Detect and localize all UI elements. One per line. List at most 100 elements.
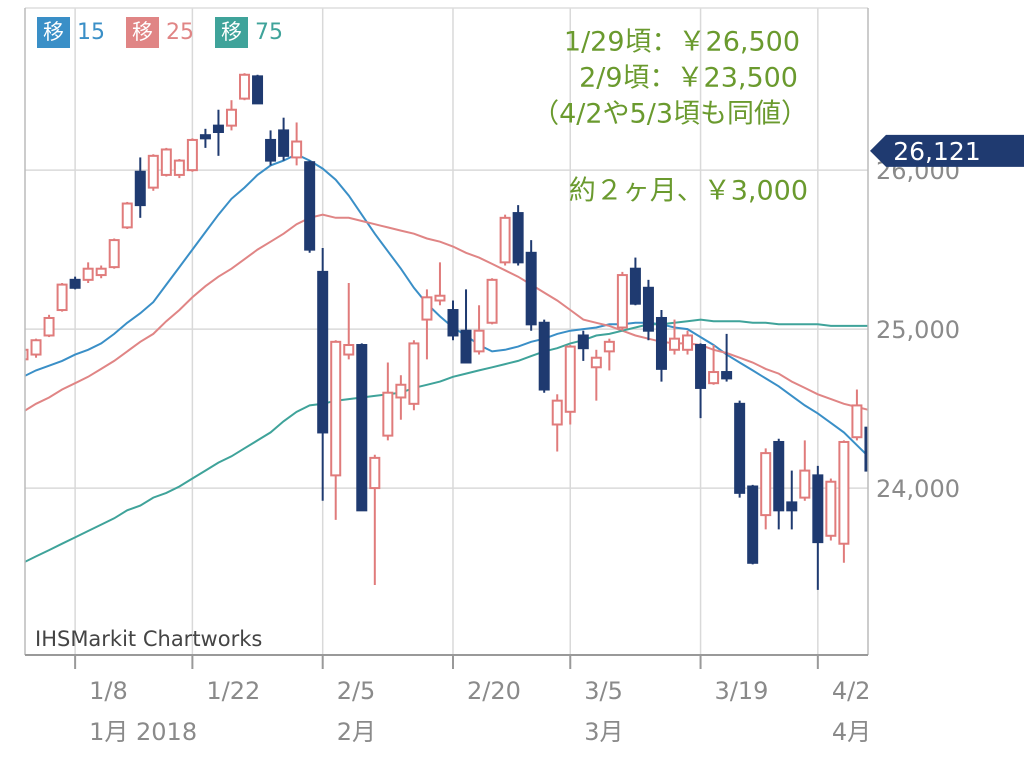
x-tick-label: 1/8: [89, 677, 128, 705]
candle-body: [812, 474, 824, 544]
candle-body: [291, 140, 303, 159]
candle-body: [395, 383, 407, 399]
candle-body: [577, 334, 589, 350]
legend: 移 15 移 25 移 75: [37, 17, 283, 48]
x-tick-label: 2/20: [467, 677, 521, 705]
candle-body: [95, 267, 107, 277]
candle-body: [199, 134, 211, 140]
candle-body: [317, 270, 329, 434]
candle-body: [525, 251, 537, 326]
watermark: IHSMarkit Chartworks: [35, 627, 262, 651]
candle-body: [642, 286, 654, 332]
candle-body: [408, 342, 420, 405]
legend-period: 15: [77, 20, 105, 45]
x-tick-label: 1/22: [206, 677, 260, 705]
month-label: 4月: [832, 718, 871, 746]
candle-body: [25, 348, 29, 361]
candle-body: [564, 345, 576, 413]
candle-body: [278, 129, 290, 157]
x-tick-label: 3/19: [715, 677, 769, 705]
candle-body: [838, 440, 850, 545]
moving-average-line: [25, 153, 868, 458]
y-tick-label: 25,000: [876, 316, 960, 344]
moving-average-line: [25, 318, 868, 563]
plot-area: [25, 73, 868, 590]
candle-body: [655, 316, 667, 370]
candle-body: [760, 452, 772, 517]
annotation: 2/9頃：￥23,500: [579, 63, 798, 94]
month-label: 2月: [337, 718, 376, 746]
candle-body: [134, 170, 146, 207]
candle-body: [265, 138, 277, 162]
candle-body: [382, 391, 394, 437]
candle-body: [239, 73, 251, 100]
candle-body: [629, 267, 641, 305]
candle-body: [721, 371, 733, 380]
candle-body: [773, 440, 785, 512]
annotation: 約２ヶ月、￥3,000: [569, 176, 808, 207]
legend-period: 25: [166, 20, 194, 45]
candle-body: [851, 404, 863, 439]
candle-body: [434, 294, 446, 302]
candle-body: [108, 239, 120, 269]
candle-body: [551, 399, 563, 426]
candle-body: [460, 329, 472, 364]
candle-body: [682, 334, 694, 351]
candle-body: [343, 344, 355, 356]
candle-body: [82, 267, 94, 281]
candle-body: [252, 75, 264, 105]
legend-name: 移: [132, 20, 153, 44]
candle-body: [590, 356, 602, 369]
annotation: 1/29頃：￥26,500: [564, 27, 800, 58]
x-tick-label: 3/5: [584, 677, 623, 705]
candle-body: [121, 202, 133, 229]
candle-body: [304, 161, 316, 251]
candle-body: [799, 469, 811, 499]
candle-body: [69, 278, 81, 289]
candle-body: [499, 216, 511, 264]
moving-average-line: [25, 213, 868, 412]
candle-body: [369, 456, 381, 490]
annotation: （4/2や5/3頃も同値）: [532, 99, 808, 130]
candle-body: [734, 402, 746, 494]
candle-body: [616, 274, 628, 329]
candle-body: [225, 108, 237, 127]
candle-body: [512, 212, 524, 264]
candle-body: [147, 154, 159, 189]
candle-body: [56, 283, 68, 312]
candle-body: [43, 316, 55, 337]
month-label: 1月 2018: [89, 718, 197, 746]
candle-body: [173, 159, 185, 176]
month-label: 3月: [584, 718, 623, 746]
x-tick-label: 2/5: [337, 677, 376, 705]
candle-body: [669, 337, 680, 351]
candle-body: [786, 501, 798, 512]
candle-body: [747, 485, 759, 564]
candle-body: [864, 426, 868, 472]
candle-body: [186, 138, 198, 172]
candle-body: [486, 278, 498, 324]
candle-body: [30, 339, 42, 356]
candle-body: [212, 124, 224, 133]
candle-body: [356, 344, 368, 512]
candle-body: [447, 309, 459, 337]
price-tag: [870, 134, 1024, 167]
legend-swatch: [215, 17, 248, 48]
candle-body: [160, 148, 172, 176]
legend-period: 75: [255, 20, 283, 45]
candle-body: [473, 329, 485, 353]
y-tick-label: 24,000: [876, 475, 960, 503]
candle-body: [330, 340, 342, 477]
legend-name: 移: [221, 20, 242, 44]
x-tick-label: 4/2: [832, 677, 871, 705]
candle-body: [538, 321, 550, 391]
candle-body: [825, 480, 837, 537]
candle-body: [421, 296, 433, 321]
legend-name: 移: [43, 20, 64, 44]
legend-swatch: [126, 17, 159, 48]
price-tag-label: 26,121: [893, 137, 980, 166]
candle-body: [708, 371, 720, 385]
